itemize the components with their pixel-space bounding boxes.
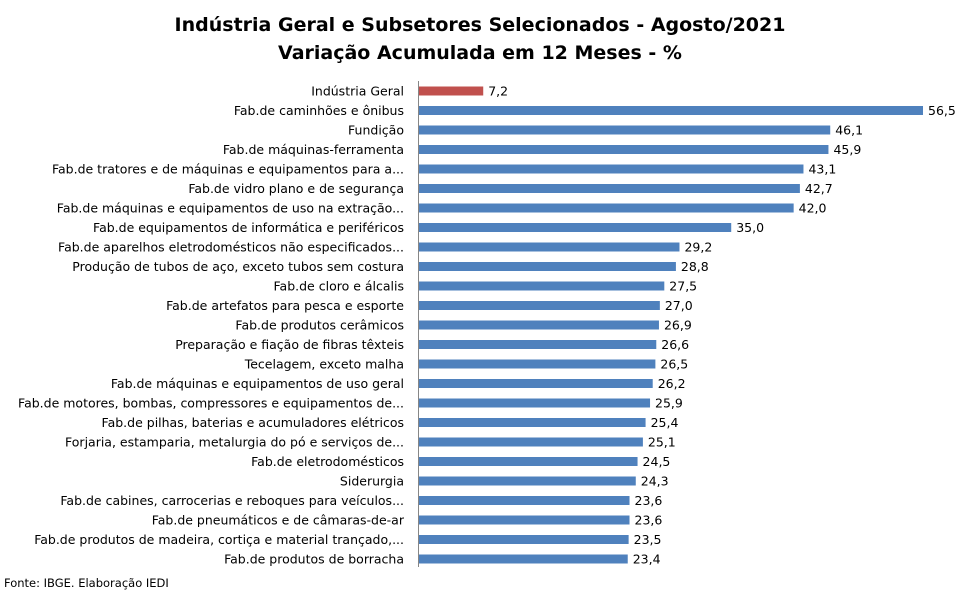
bars (419, 86, 923, 564)
category-label: Fab.de pilhas, baterias e acumuladores e… (102, 415, 404, 430)
category-labels: Indústria Geral Fab.de caminhões e ônibus… (18, 84, 405, 567)
bar (419, 437, 643, 447)
value-label: 28,8 (681, 259, 709, 274)
value-label: 45,9 (833, 142, 861, 157)
category-label: Forjaria, estamparia, metalurgia do pó e… (65, 435, 404, 450)
bar (419, 476, 636, 486)
bar (419, 496, 630, 505)
category-label: Tecelagem, exceto malha (244, 357, 404, 372)
value-label: 23,5 (634, 532, 662, 547)
bar (419, 301, 660, 310)
bar (419, 184, 800, 193)
bar (419, 535, 629, 544)
bar (419, 86, 484, 96)
value-label: 24,3 (641, 474, 669, 489)
value-label: 29,2 (684, 240, 712, 255)
value-labels: 7,2 56,5 46,1 45,9 43,1 42,7 42,0 35,0 29,2 28,8 2… (488, 84, 956, 567)
category-label: Fab.de máquinas-ferramenta (223, 142, 404, 157)
value-label: 46,1 (835, 123, 863, 138)
category-label: Fab.de pneumáticos e de câmaras-de-ar (152, 513, 405, 528)
bar (419, 145, 829, 154)
category-label: Fab.de aparelhos eletrodomésticos não es… (58, 240, 404, 255)
category-label: Siderurgia (340, 474, 404, 489)
category-label: Fab.de máquinas e equipamentos de uso ge… (111, 376, 404, 391)
category-label: Indústria Geral (311, 84, 404, 99)
category-label: Produção de tubos de aço, exceto tubos s… (72, 259, 404, 274)
value-label: 23,6 (635, 513, 663, 528)
category-label: Fab.de produtos cerâmicos (235, 318, 404, 333)
category-label: Fab.de eletrodomésticos (251, 454, 404, 469)
category-label: Fab.de produtos de borracha (224, 552, 404, 567)
value-label: 27,0 (665, 298, 693, 313)
category-label: Preparação e fiação de fibras têxteis (175, 337, 404, 352)
value-label: 42,7 (805, 181, 833, 196)
chart-title: Indústria Geral e Subsetores Selecionado… (175, 14, 786, 36)
value-label: 27,5 (669, 279, 697, 294)
bar (419, 554, 628, 564)
value-label: 26,6 (661, 337, 689, 352)
value-label: 26,2 (658, 376, 686, 391)
value-label: 42,0 (799, 201, 827, 216)
value-label: 35,0 (736, 220, 764, 235)
value-label: 26,9 (664, 318, 692, 333)
category-label: Fab.de vidro plano e de segurança (188, 181, 404, 196)
value-label: 25,1 (648, 435, 676, 450)
bar (419, 457, 638, 466)
value-label: 23,4 (633, 552, 661, 567)
category-label: Fab.de artefatos para pesca e esporte (166, 298, 404, 313)
category-label: Fab.de equipamentos de informática e per… (93, 220, 404, 235)
category-label: Fab.de tratores e de máquinas e equipame… (52, 162, 404, 177)
category-label: Fab.de caminhões e ônibus (234, 103, 404, 118)
bar (419, 281, 665, 291)
category-label: Fundição (348, 123, 404, 138)
value-label: 25,9 (655, 396, 683, 411)
category-label: Fab.de motores, bombas, compressores e e… (18, 396, 404, 411)
bar (419, 223, 732, 232)
bar (419, 418, 646, 427)
value-label: 43,1 (808, 162, 836, 177)
bar (419, 125, 831, 135)
bar (419, 242, 680, 252)
category-label: Fab.de cloro e álcalis (274, 279, 404, 294)
category-label: Fab.de produtos de madeira, cortiça e ma… (34, 532, 404, 547)
value-label: 25,4 (651, 415, 679, 430)
bar (419, 262, 676, 271)
bar (419, 203, 794, 213)
value-label: 26,5 (660, 357, 688, 372)
value-label: 23,6 (635, 493, 663, 508)
value-label: 56,5 (928, 103, 956, 118)
bar (419, 320, 659, 330)
category-label: Fab.de máquinas e equipamentos de uso na… (57, 201, 404, 216)
chart-subtitle: Variação Acumulada em 12 Meses - % (278, 42, 682, 64)
bar (419, 379, 653, 388)
bar (419, 106, 923, 115)
category-label: Fab.de cabines, carrocerias e reboques p… (60, 493, 404, 508)
value-label: 7,2 (488, 84, 508, 99)
bar (419, 164, 804, 174)
bar (419, 515, 630, 525)
bar (419, 340, 657, 349)
bar (419, 398, 651, 408)
source-note: Fonte: IBGE. Elaboração IEDI (4, 576, 169, 590)
bar (419, 359, 656, 369)
value-label: 24,5 (643, 454, 671, 469)
